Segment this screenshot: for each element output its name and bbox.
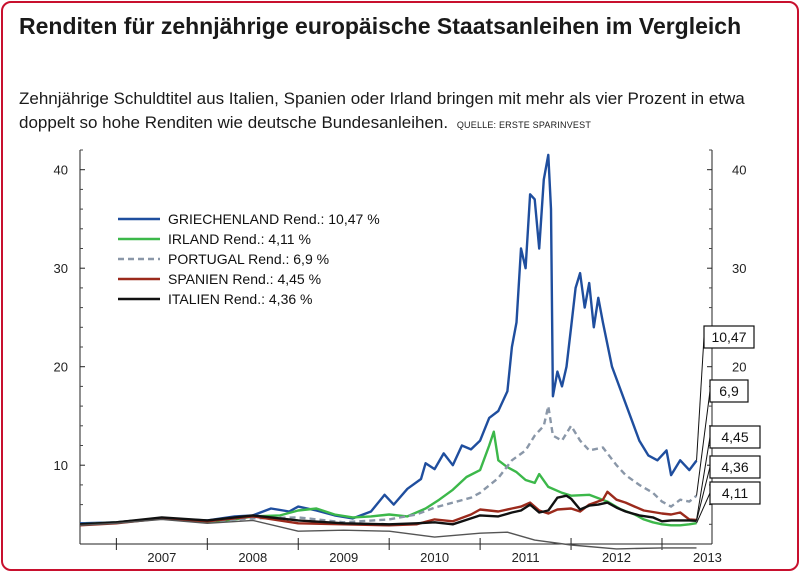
end-label-value: 10,47 [711,329,746,345]
end-label-leader [696,492,711,524]
end-label-leader [696,466,711,521]
x-tick-label: 2009 [329,550,358,565]
legend-label: IRLAND Rend.: 4,11 % [168,231,311,247]
legend-label: GRIECHENLAND Rend.: 10,47 % [168,211,380,227]
x-tick-label: 2012 [602,550,631,565]
y-tick-label-right: 30 [732,261,746,276]
series-line-4 [79,494,697,526]
y-tick-label-left: 40 [54,163,68,178]
x-tick-label: 2013 [693,550,722,565]
end-label-value: 4,11 [722,485,748,501]
series-line-3 [79,490,697,527]
end-label-box [709,481,761,505]
y-tick-label-right: 40 [732,163,746,178]
source-note: QUELLE: ERSTE SPARINVEST [456,120,592,130]
series-line-5 [79,518,697,550]
end-label-box [709,379,749,403]
x-tick-label: 2008 [238,550,267,565]
end-label-leader [696,336,705,461]
legend-label: PORTUGAL Rend.: 6,9 % [168,251,329,267]
end-label-leader [696,436,711,520]
y-tick-label-left: 10 [54,458,68,473]
y-tick-label-right: 20 [732,360,746,375]
end-label-box [703,325,755,349]
x-tick-label: 2010 [420,550,449,565]
y-tick-label-left: 20 [54,360,68,375]
chart-axes: 10 20 30 40 20 30 40 2007 2008 2009 2010 2011 2012 20… [54,149,746,565]
chart-subtitle: Zehnjährige Schuldtitel aus Italien, Spa… [19,87,789,137]
chart-title: Renditen für zehnjährige europäische Sta… [19,13,742,39]
end-label-leader [696,390,711,496]
end-label-box [709,455,761,479]
end-label-box [709,425,761,449]
x-tick-label: 2007 [147,550,176,565]
chart-legend: GRIECHENLAND Rend.: 10,47 % IRLAND Rend.:… [118,211,380,307]
legend-label: ITALIEN Rend.: 4,36 % [168,291,312,307]
end-label-value: 4,36 [721,459,748,475]
subtitle-text: Zehnjährige Schuldtitel aus Italien, Spa… [19,89,745,132]
x-tick-label: 2011 [512,550,540,565]
end-label-value: 4,45 [721,429,748,445]
end-value-labels: 10,47 6,9 4,45 4,36 4,11 [696,325,761,524]
series-line-1 [79,430,697,527]
y-tick-label-left: 30 [54,261,68,276]
legend-label: SPANIEN Rend.: 4,45 % [168,271,321,287]
end-label-value: 6,9 [719,383,739,399]
chart-series [79,153,698,550]
series-line-2 [79,404,698,526]
